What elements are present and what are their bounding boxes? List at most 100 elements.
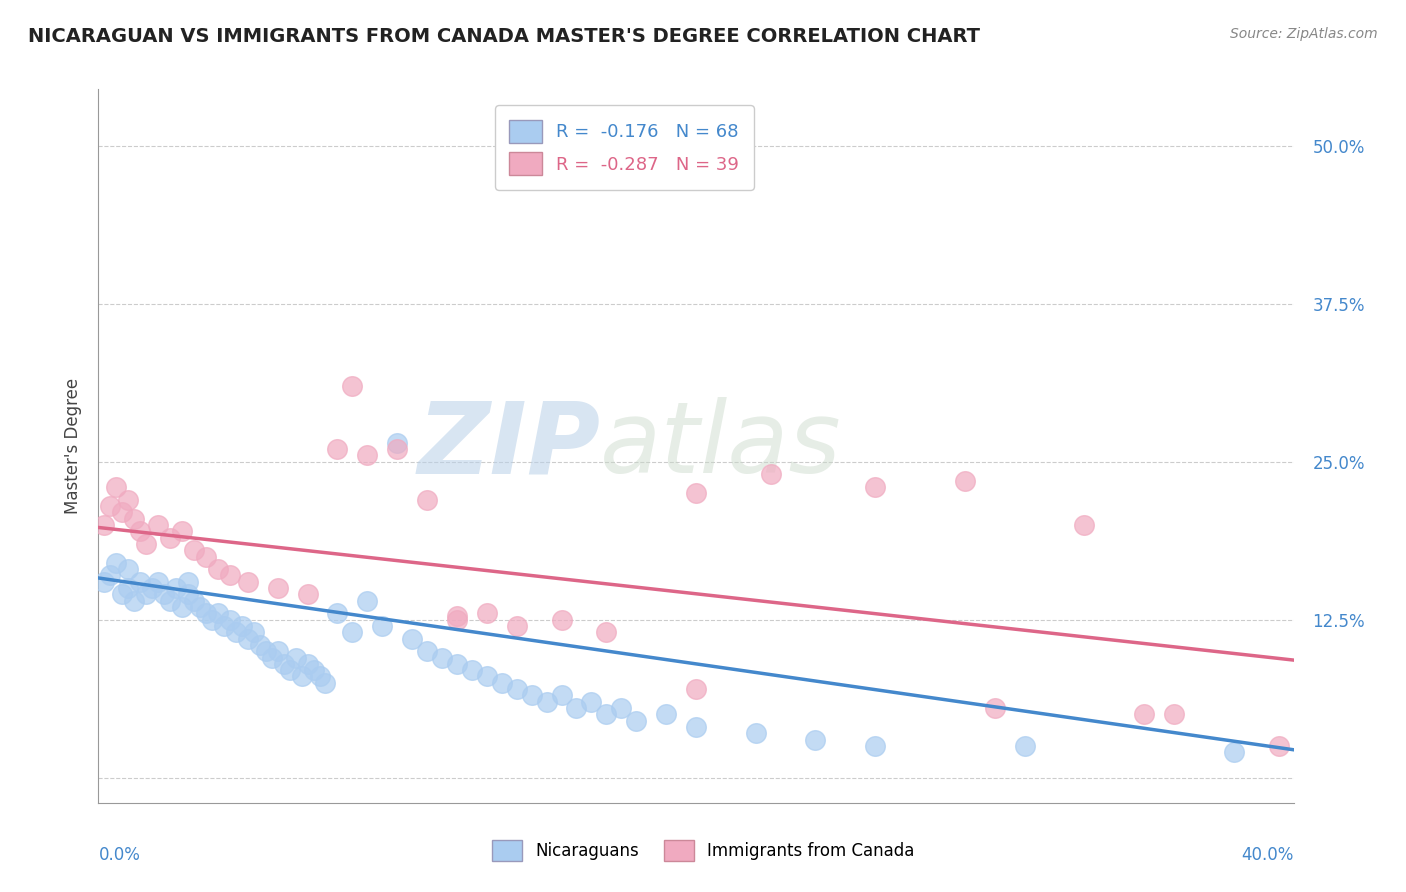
Point — [610, 701, 633, 715]
Point — [129, 574, 152, 589]
Point — [865, 739, 887, 753]
Point — [93, 574, 115, 589]
Point — [385, 435, 409, 450]
Point — [1133, 707, 1156, 722]
Point — [342, 625, 364, 640]
Point — [624, 714, 647, 728]
Point — [308, 669, 330, 683]
Point — [98, 568, 122, 582]
Point — [105, 480, 128, 494]
Point — [745, 726, 768, 740]
Point — [194, 607, 218, 621]
Point — [759, 467, 782, 482]
Legend: R =  -0.176   N = 68, R =  -0.287   N = 39: R = -0.176 N = 68, R = -0.287 N = 39 — [495, 105, 754, 190]
Point — [446, 613, 468, 627]
Point — [1014, 739, 1036, 753]
Point — [804, 732, 827, 747]
Point — [655, 707, 678, 722]
Text: NICARAGUAN VS IMMIGRANTS FROM CANADA MASTER'S DEGREE CORRELATION CHART: NICARAGUAN VS IMMIGRANTS FROM CANADA MAS… — [28, 27, 980, 45]
Point — [117, 562, 139, 576]
Point — [117, 492, 139, 507]
Point — [172, 524, 194, 539]
Text: ZIP: ZIP — [418, 398, 600, 494]
Point — [219, 568, 242, 582]
Point — [194, 549, 218, 564]
Point — [183, 543, 205, 558]
Point — [302, 663, 325, 677]
Point — [236, 574, 259, 589]
Point — [297, 587, 319, 601]
Text: Source: ZipAtlas.com: Source: ZipAtlas.com — [1230, 27, 1378, 41]
Point — [284, 650, 307, 665]
Point — [446, 608, 468, 623]
Point — [98, 499, 122, 513]
Point — [212, 619, 235, 633]
Point — [135, 587, 157, 601]
Text: atlas: atlas — [600, 398, 842, 494]
Point — [105, 556, 128, 570]
Point — [506, 619, 529, 633]
Point — [326, 607, 349, 621]
Point — [401, 632, 423, 646]
Point — [685, 486, 707, 500]
Point — [520, 689, 543, 703]
Point — [342, 379, 364, 393]
Point — [550, 689, 572, 703]
Point — [416, 644, 439, 658]
Point — [491, 675, 513, 690]
Point — [461, 663, 484, 677]
Text: 0.0%: 0.0% — [98, 846, 141, 863]
Point — [111, 505, 134, 519]
Point — [550, 613, 572, 627]
Point — [159, 593, 181, 607]
Point — [595, 707, 617, 722]
Point — [93, 517, 115, 532]
Point — [124, 511, 146, 525]
Point — [159, 531, 181, 545]
Point — [506, 682, 529, 697]
Legend: Nicaraguans, Immigrants from Canada: Nicaraguans, Immigrants from Canada — [478, 827, 928, 875]
Point — [148, 517, 170, 532]
Point — [581, 695, 603, 709]
Point — [371, 619, 394, 633]
Point — [177, 574, 200, 589]
Point — [177, 587, 200, 601]
Point — [111, 587, 134, 601]
Point — [249, 638, 271, 652]
Point — [267, 644, 290, 658]
Point — [356, 593, 378, 607]
Point — [953, 474, 976, 488]
Point — [129, 524, 152, 539]
Point — [297, 657, 319, 671]
Point — [446, 657, 468, 671]
Point — [267, 581, 290, 595]
Point — [117, 581, 139, 595]
Point — [254, 644, 277, 658]
Point — [290, 669, 312, 683]
Point — [685, 720, 707, 734]
Point — [165, 581, 187, 595]
Point — [1163, 707, 1185, 722]
Point — [536, 695, 558, 709]
Point — [153, 587, 176, 601]
Point — [201, 613, 224, 627]
Point — [207, 562, 229, 576]
Text: 40.0%: 40.0% — [1241, 846, 1294, 863]
Point — [141, 581, 163, 595]
Point — [243, 625, 266, 640]
Y-axis label: Master's Degree: Master's Degree — [63, 378, 82, 514]
Point — [135, 537, 157, 551]
Point — [278, 663, 301, 677]
Point — [124, 593, 146, 607]
Point — [1073, 517, 1095, 532]
Point — [207, 607, 229, 621]
Point — [148, 574, 170, 589]
Point — [315, 675, 337, 690]
Point — [225, 625, 247, 640]
Point — [356, 449, 378, 463]
Point — [236, 632, 259, 646]
Point — [188, 600, 211, 615]
Point — [983, 701, 1005, 715]
Point — [273, 657, 295, 671]
Point — [260, 650, 283, 665]
